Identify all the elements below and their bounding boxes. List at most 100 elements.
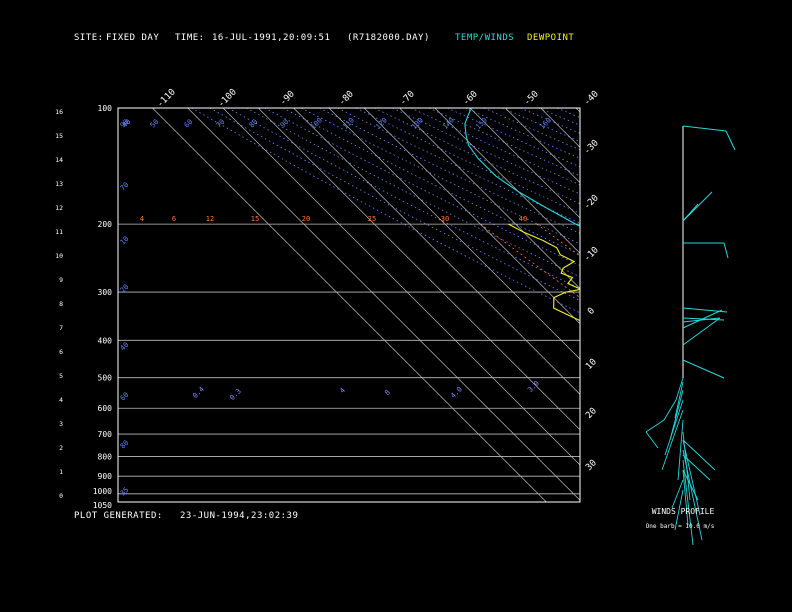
dry-adiabat-label: 130 (410, 116, 425, 131)
wind-barb (645, 419, 665, 433)
isotherm-top-label: -60 (461, 89, 480, 108)
dry-adiabat (374, 108, 580, 205)
wind-barb (682, 469, 689, 526)
temperature-line (464, 108, 580, 227)
wind-barb (664, 399, 684, 456)
site-label: SITE: (74, 33, 104, 43)
dry-adiabat-label: 150 (474, 116, 489, 131)
dry-adiabat (191, 108, 580, 314)
height-label: 8 (59, 300, 63, 308)
isotherm-line (611, 108, 792, 502)
wind-profile-title: WINDS PROFILE (652, 507, 715, 516)
height-label: 7 (59, 324, 63, 332)
mixing-ratio-label: 30 (441, 215, 449, 223)
dry-adiabat-label: 140 (441, 116, 456, 131)
dry-adiabat (685, 108, 792, 502)
dry-adiabat (703, 108, 792, 502)
height-label: 9 (59, 276, 63, 284)
dry-adiabat (227, 108, 580, 289)
pressure-label: 600 (98, 404, 113, 413)
mixing-ratio-label: 40 (519, 215, 527, 223)
height-label: 16 (55, 108, 63, 116)
dewpoint-line (508, 223, 580, 322)
isotherm-top-label: -40 (582, 89, 601, 108)
moist-adiabat (627, 340, 792, 502)
height-label: 3 (59, 420, 63, 428)
height-label: 4 (59, 396, 63, 404)
wind-barb (682, 307, 728, 313)
dry-adiabat (300, 108, 580, 245)
height-label: 14 (55, 156, 63, 164)
moist-adiabat (768, 340, 792, 502)
height-label: 15 (55, 132, 63, 140)
pressure-label: 1000 (93, 487, 112, 496)
mixing-ratio-label: 20 (302, 215, 310, 223)
dry-adiabat (355, 108, 580, 214)
plot-frame (117, 107, 581, 503)
isotherm-top-label: -100 (216, 87, 238, 109)
left-theta-label: 40 (119, 341, 131, 353)
height-label: 12 (55, 204, 63, 212)
isotherm-line (682, 108, 792, 502)
height-label: 13 (55, 180, 63, 188)
isotherm-line (363, 108, 580, 325)
legend-temp: TEMP/WINDS (455, 33, 515, 43)
wind-barb (682, 359, 725, 379)
pressure-label: 900 (98, 472, 113, 481)
dry-adiabat (264, 108, 580, 266)
wind-barb (682, 125, 727, 132)
isotherm-line (647, 108, 792, 502)
mixing-ratio-label: 25 (368, 215, 376, 223)
wind-barb (723, 242, 729, 259)
ratio-label: 3.0 (526, 379, 541, 394)
legend-dew: DEWPOINT (527, 33, 575, 43)
dry-adiabat-label: 90 (279, 118, 291, 130)
plot-area (118, 108, 792, 502)
site-value: FIXED DAY (106, 33, 160, 43)
wind-barb (674, 381, 684, 419)
wind-barb (663, 399, 677, 421)
dry-adiabat (556, 108, 580, 118)
left-theta-label: 90 (119, 118, 131, 130)
wind-barb (677, 419, 684, 481)
dry-adiabat (538, 108, 580, 126)
dry-adiabat-label: 40 (121, 118, 133, 130)
height-label: 6 (59, 348, 63, 356)
mixing-ratio-line (735, 224, 792, 502)
pressure-label: 700 (98, 430, 113, 439)
dry-adiabat (667, 108, 792, 502)
dry-adiabat-label: 60 (183, 118, 195, 130)
left-theta-label: 20 (119, 283, 131, 295)
isotherm-right-label: 20 (584, 406, 599, 421)
dry-adiabat (465, 108, 580, 159)
moist-adiabat (662, 340, 792, 502)
dry-adiabat (282, 108, 580, 255)
mixing-ratio-line (692, 224, 792, 502)
generated-value: 23-JUN-1994,23:02:39 (180, 511, 299, 521)
winds-profile (645, 125, 736, 546)
isotherm-line (469, 108, 580, 219)
mixing-ratio-line (600, 224, 792, 502)
height-label: 1 (59, 468, 63, 476)
moist-adiabat (697, 340, 792, 502)
wind-barb (675, 377, 684, 401)
wind-barb (671, 479, 684, 509)
isotherm-right-label: 30 (584, 458, 599, 473)
pressure-label: 200 (98, 220, 113, 229)
isotherm-line (434, 108, 580, 254)
left-theta-label: 80 (119, 439, 131, 451)
isotherm-top-label: -80 (337, 89, 356, 108)
ratio-label: 4.0 (449, 385, 464, 400)
isotherm-line (717, 108, 792, 502)
isotherm-top-label: -50 (522, 89, 541, 108)
isotherm-line (753, 108, 792, 502)
wind-barb (674, 489, 684, 531)
wind-barb (682, 454, 711, 481)
height-label: 0 (59, 492, 63, 500)
dry-adiabat (612, 108, 792, 502)
isotherm-line (505, 108, 580, 184)
dry-adiabat-label: 80 (248, 118, 260, 130)
isotherm-right-label: -10 (582, 245, 601, 264)
left-theta-label: 70 (119, 181, 131, 193)
